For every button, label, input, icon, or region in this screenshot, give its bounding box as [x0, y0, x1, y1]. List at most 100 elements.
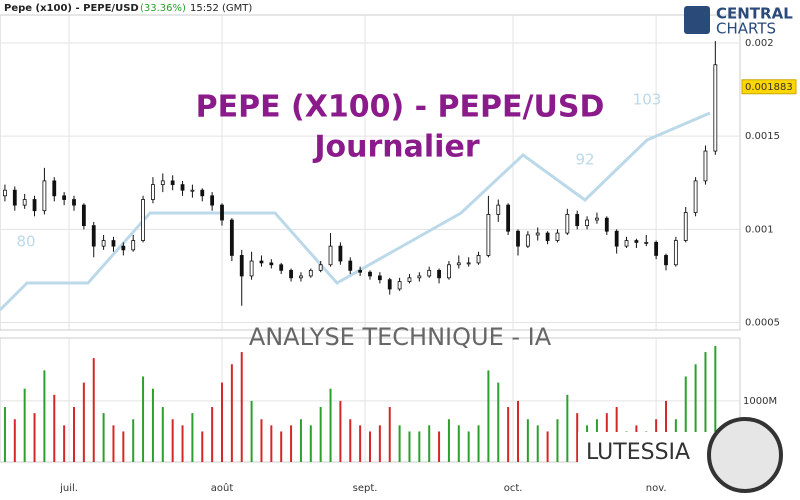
candle-body — [269, 262, 274, 266]
x-tick-label: juil. — [59, 483, 78, 494]
candle-body — [634, 240, 639, 243]
candle-body — [220, 204, 224, 221]
candle-body — [397, 281, 402, 290]
logo-line2: CHARTS — [716, 20, 776, 38]
volume-bar — [240, 352, 243, 462]
candle-body — [299, 275, 303, 279]
candle-body — [437, 269, 441, 279]
volume-bar — [13, 419, 16, 462]
x-tick-label: nov. — [646, 483, 667, 494]
candle-body — [151, 184, 155, 200]
volume-bar — [171, 419, 174, 462]
volume-bar — [694, 364, 697, 462]
volume-bar — [349, 419, 352, 462]
volume-bar — [3, 407, 6, 462]
volume-bar — [428, 425, 431, 462]
candle-body — [160, 180, 165, 186]
avatar — [707, 417, 783, 493]
volume-bar — [290, 425, 293, 462]
candle-body — [328, 245, 333, 266]
candle-body — [348, 260, 353, 271]
x-tick-label: août — [211, 482, 234, 494]
volume-bar — [536, 425, 539, 462]
candle-body — [713, 64, 718, 152]
candle-body — [42, 180, 47, 212]
candle-body — [111, 240, 116, 247]
volume-bar — [447, 419, 450, 462]
volume-bar — [43, 370, 46, 462]
volume-bar — [507, 407, 510, 462]
price-panel — [0, 14, 741, 331]
candle-body — [239, 255, 244, 277]
volume-bar — [82, 382, 85, 462]
volume-bar — [151, 388, 154, 462]
candle-body — [545, 232, 550, 241]
annotation: 80 — [16, 233, 35, 251]
candle-body — [535, 232, 540, 236]
candle-body — [170, 180, 175, 186]
candle-body — [575, 214, 580, 227]
candle-body — [141, 199, 145, 241]
candle-body — [447, 264, 451, 279]
candle-body — [249, 260, 254, 277]
y-tick-label: 0.001 — [745, 224, 774, 235]
volume-bar — [299, 419, 302, 462]
volume-bar — [457, 425, 460, 462]
change: (33.36%) — [140, 3, 186, 14]
volume-bar — [526, 419, 529, 462]
volume-bar — [418, 431, 421, 462]
candle-body — [91, 225, 96, 247]
volume-bar — [122, 431, 125, 462]
volume-bar — [191, 413, 194, 462]
last-price-box — [741, 79, 797, 95]
volume-bar — [53, 394, 56, 462]
volume-bar — [260, 419, 263, 462]
candle-body — [318, 264, 323, 271]
candle-body — [565, 214, 570, 234]
candle-body — [279, 264, 284, 271]
chart-subtitle: Journalier — [312, 130, 479, 165]
candle-body — [624, 240, 629, 247]
candle-body — [190, 189, 195, 192]
volume-bar — [132, 419, 135, 462]
candle-body — [466, 262, 471, 265]
candle-body — [644, 241, 649, 244]
candle-body — [476, 255, 481, 264]
candle-body — [229, 219, 234, 256]
volume-bar — [230, 364, 233, 462]
volume-bar — [369, 431, 371, 462]
volume-bar — [546, 431, 549, 462]
volume-bar — [270, 425, 273, 462]
candle-body — [673, 240, 678, 266]
volume-bar — [556, 419, 559, 462]
ai-overlay-line — [0, 111, 711, 312]
candle-body — [22, 199, 27, 206]
candle-body — [486, 214, 491, 256]
volume-bar — [92, 358, 95, 462]
volume-bar — [181, 425, 184, 462]
candle-body — [703, 150, 708, 182]
volume-bar — [467, 431, 470, 462]
volume-bar — [517, 400, 519, 462]
volume-bar — [378, 425, 381, 462]
instrument: Pepe (x100) - PEPE/USD — [4, 3, 139, 14]
candle-body — [72, 199, 76, 206]
volume-bar — [566, 394, 569, 462]
volume-bar — [112, 425, 115, 462]
candle-body — [664, 255, 668, 266]
candle-body — [496, 204, 501, 215]
y-tick-label: 0.002 — [745, 38, 774, 49]
candle-body — [595, 217, 599, 221]
volume-bar — [211, 407, 214, 462]
candle-body — [308, 269, 313, 277]
y-tick-label: 0.0005 — [745, 318, 780, 329]
volume-bar — [339, 400, 342, 462]
candle-body — [555, 232, 560, 241]
volume-bar — [477, 425, 480, 462]
candle-body — [407, 277, 412, 282]
volume-bar — [309, 425, 312, 462]
volume-bar — [201, 431, 204, 462]
volume-bar — [33, 413, 36, 462]
candle-body — [32, 199, 37, 212]
